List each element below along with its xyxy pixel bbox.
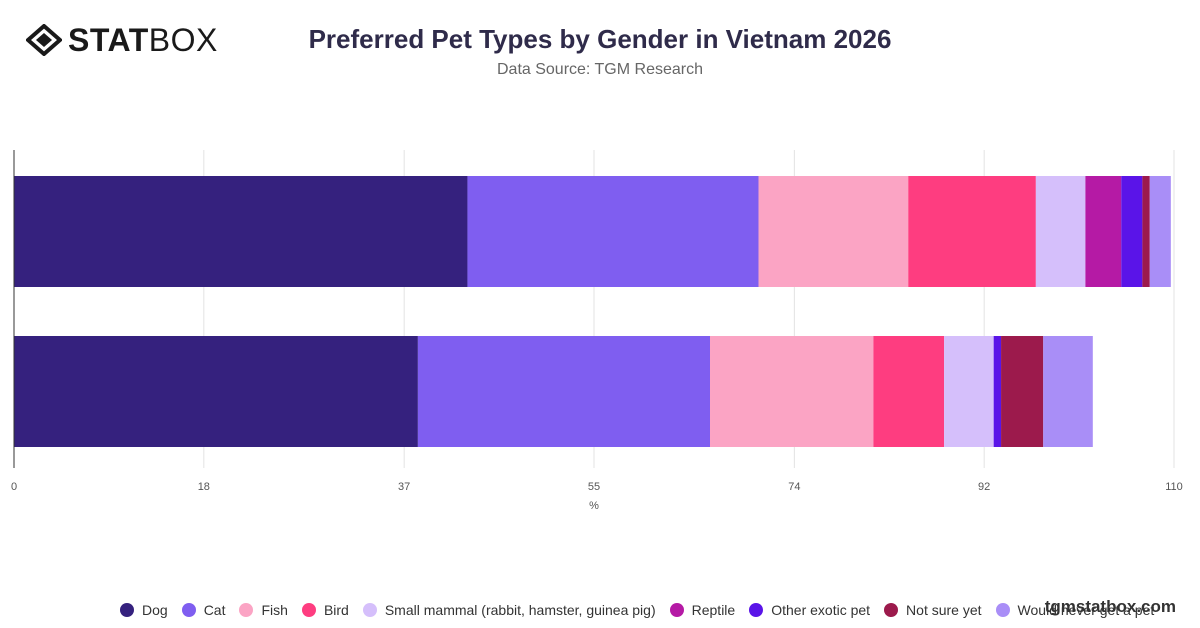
- legend-item[interactable]: Small mammal (rabbit, hamster, guinea pi…: [362, 602, 656, 618]
- bar-segment: [908, 176, 1036, 287]
- x-tick-label: 0: [11, 481, 17, 493]
- chart-title: Preferred Pet Types by Gender in Vietnam…: [308, 24, 892, 54]
- bar-segment: [873, 336, 945, 447]
- bar-segment: [1142, 176, 1150, 287]
- bar-segment: [14, 336, 418, 447]
- legend-label: Cat: [203, 602, 226, 618]
- legend-item[interactable]: Would never get a pet: [995, 602, 1155, 618]
- bar-segment: [1043, 336, 1093, 447]
- x-tick-label: 110: [1165, 481, 1183, 493]
- legend-swatch: [181, 603, 196, 617]
- bar-segment: [758, 176, 909, 287]
- legend-item[interactable]: Reptile: [669, 602, 736, 618]
- legend-label: Reptile: [691, 602, 736, 618]
- bar-segment: [14, 176, 468, 287]
- legend-swatch: [362, 603, 377, 617]
- diamond-logo-icon: [26, 24, 62, 56]
- bar-segment: [993, 336, 1002, 447]
- bar-segment: [1035, 176, 1086, 287]
- legend-label: Small mammal (rabbit, hamster, guinea pi…: [384, 602, 656, 618]
- x-tick-label: 37: [398, 481, 410, 493]
- bar-segment: [417, 336, 710, 447]
- statbox-logo: STATBOX: [26, 22, 218, 58]
- legend-swatch: [301, 603, 316, 617]
- legend-item[interactable]: Bird: [301, 602, 349, 618]
- legend-swatch: [120, 603, 134, 617]
- legend-swatch: [239, 603, 254, 617]
- legend-item[interactable]: Cat: [181, 602, 226, 618]
- bar-segment: [710, 336, 874, 447]
- legend-label: Fish: [261, 602, 288, 618]
- legend-label: Bird: [323, 602, 349, 618]
- x-tick-label: 55: [588, 481, 600, 493]
- bar-segment: [1121, 176, 1143, 287]
- x-tick-label: 92: [978, 481, 990, 493]
- bar-segment: [1001, 336, 1044, 447]
- legend-swatch: [669, 603, 684, 617]
- legend-label: Other exotic pet: [771, 602, 871, 618]
- legend-label: Dog: [142, 602, 168, 618]
- legend-item[interactable]: Fish: [239, 602, 288, 618]
- legend-item[interactable]: Not sure yet: [884, 602, 982, 618]
- logo-wordmark: STATBOX: [68, 22, 218, 58]
- watermark: tgmstatbox.com: [1044, 597, 1176, 616]
- legend-label: Not sure yet: [906, 602, 982, 618]
- legend-swatch: [884, 603, 899, 617]
- x-axis-label: %: [589, 500, 599, 512]
- legend-label: Would never get a pet: [1017, 602, 1155, 618]
- legend-item[interactable]: Dog: [120, 602, 168, 618]
- legend-item[interactable]: Other exotic pet: [749, 602, 870, 618]
- x-tick-label: 18: [198, 481, 210, 493]
- x-tick-label: 74: [788, 481, 800, 493]
- legend-swatch: [995, 603, 1010, 617]
- bar-segment: [1085, 176, 1122, 287]
- chart-subtitle: Data Source: TGM Research: [496, 61, 703, 78]
- bar-segment: [1149, 176, 1171, 287]
- legend-swatch: [749, 603, 764, 617]
- chart-legend: Dog Cat Fish Bird Small mammal (rabbit, hams…: [120, 602, 1154, 618]
- bar-segment: [467, 176, 759, 287]
- bar-segment: [944, 336, 994, 447]
